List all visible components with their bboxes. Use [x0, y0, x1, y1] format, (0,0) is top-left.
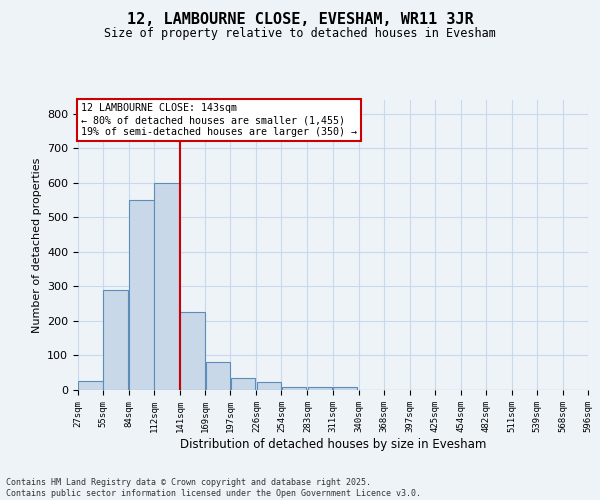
X-axis label: Distribution of detached houses by size in Evesham: Distribution of detached houses by size … — [180, 438, 486, 450]
Text: Contains HM Land Registry data © Crown copyright and database right 2025.
Contai: Contains HM Land Registry data © Crown c… — [6, 478, 421, 498]
Bar — [205, 362, 230, 390]
Bar — [230, 378, 255, 390]
Bar — [78, 382, 103, 390]
Y-axis label: Number of detached properties: Number of detached properties — [32, 158, 41, 332]
Bar — [257, 382, 281, 390]
Text: Size of property relative to detached houses in Evesham: Size of property relative to detached ho… — [104, 28, 496, 40]
Bar — [130, 200, 154, 390]
Text: 12 LAMBOURNE CLOSE: 143sqm
← 80% of detached houses are smaller (1,455)
19% of s: 12 LAMBOURNE CLOSE: 143sqm ← 80% of deta… — [80, 104, 356, 136]
Bar — [333, 387, 358, 390]
Bar — [281, 386, 307, 390]
Bar — [154, 183, 179, 390]
Text: 12, LAMBOURNE CLOSE, EVESHAM, WR11 3JR: 12, LAMBOURNE CLOSE, EVESHAM, WR11 3JR — [127, 12, 473, 28]
Bar — [181, 312, 205, 390]
Bar — [308, 386, 332, 390]
Bar — [103, 290, 128, 390]
